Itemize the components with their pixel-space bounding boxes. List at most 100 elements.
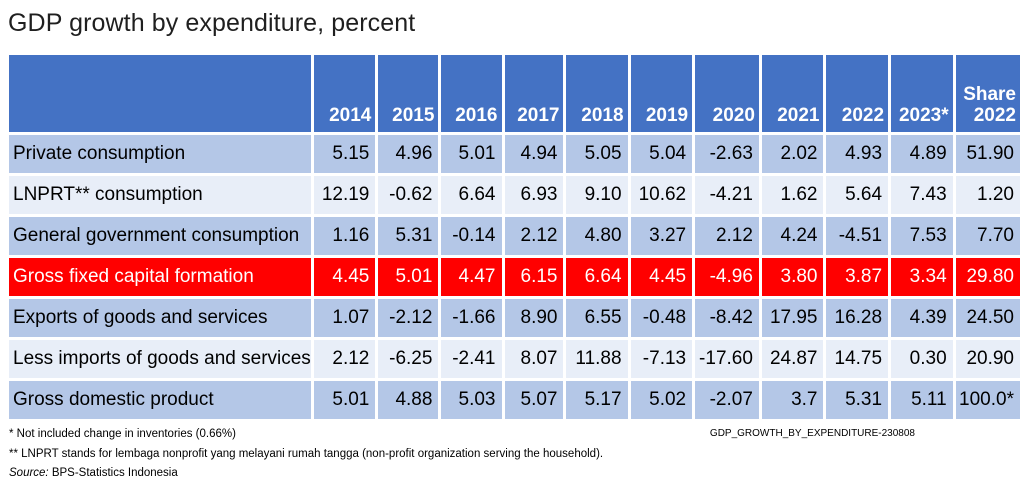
value-cell: 2.12 <box>695 217 759 255</box>
value-cell: 5.15 <box>313 135 376 173</box>
value-cell: -7.13 <box>630 340 693 378</box>
value-cell: 5.05 <box>566 135 628 173</box>
row-label: Exports of goods and services <box>9 299 311 337</box>
value-cell: 4.88 <box>378 381 439 419</box>
value-cell: -4.21 <box>695 176 759 214</box>
value-cell: -2.63 <box>695 135 759 173</box>
value-cell: -0.48 <box>630 299 693 337</box>
source-text: BPS-Statistics Indonesia <box>48 467 178 479</box>
year-header: 2021 <box>761 55 824 132</box>
year-header: 2017 <box>504 55 564 132</box>
value-cell: -2.12 <box>378 299 439 337</box>
value-cell: -17.60 <box>695 340 759 378</box>
chart-code: GDP_GROWTH_BY_EXPENDITURE-230808 <box>709 428 915 439</box>
row-label: Gross fixed capital formation <box>9 258 311 296</box>
value-cell: 4.24 <box>761 217 824 255</box>
value-cell: 4.96 <box>378 135 439 173</box>
value-cell: 11.88 <box>566 340 628 378</box>
source-note: Source: BPS-Statistics Indonesia <box>9 467 178 479</box>
value-cell: 5.04 <box>630 135 693 173</box>
row-label: LNPRT** consumption <box>9 176 311 214</box>
value-cell: 6.93 <box>504 176 564 214</box>
year-header: 2023* <box>891 55 953 132</box>
share-cell: 100.0* <box>955 381 1020 419</box>
value-cell: -0.14 <box>441 217 502 255</box>
value-cell: 4.80 <box>566 217 628 255</box>
value-cell: 6.15 <box>504 258 564 296</box>
gdp-table: 2014 2015 2016 2017 2018 2019 2020 2021 2022 2023… <box>6 52 1023 422</box>
share-cell: 24.50 <box>955 299 1020 337</box>
value-cell: 7.53 <box>891 217 953 255</box>
value-cell: 2.02 <box>761 135 824 173</box>
table-row: General government consumption 1.16 5.31 -0… <box>9 217 1020 255</box>
year-header: 2020 <box>695 55 759 132</box>
value-cell: 6.64 <box>566 258 628 296</box>
chart-title: GDP growth by expenditure, percent <box>8 9 416 37</box>
share-cell: 1.20 <box>955 176 1020 214</box>
year-header: 2015 <box>378 55 439 132</box>
value-cell: 24.87 <box>761 340 824 378</box>
table-row: Less imports of goods and services 2.12 -6… <box>9 340 1020 378</box>
value-cell: -4.51 <box>826 217 889 255</box>
share-cell: 20.90 <box>955 340 1020 378</box>
value-cell: 5.31 <box>826 381 889 419</box>
value-cell: 3.7 <box>761 381 824 419</box>
source-label: Source: <box>9 467 49 479</box>
table-row: Exports of goods and services 1.07 -2.12 -1… <box>9 299 1020 337</box>
value-cell: 10.62 <box>630 176 693 214</box>
value-cell: 8.90 <box>504 299 564 337</box>
value-cell: -2.41 <box>441 340 502 378</box>
value-cell: 6.64 <box>441 176 502 214</box>
share-cell: 51.90 <box>955 135 1020 173</box>
value-cell: 1.62 <box>761 176 824 214</box>
value-cell: 5.11 <box>891 381 953 419</box>
value-cell: 2.12 <box>313 340 376 378</box>
value-cell: -0.62 <box>378 176 439 214</box>
row-label: Gross domestic product <box>9 381 311 419</box>
table-body: Private consumption 5.15 4.96 5.01 4.94 5.05 5… <box>9 135 1020 419</box>
value-cell: 9.10 <box>566 176 628 214</box>
value-cell: 3.80 <box>761 258 824 296</box>
year-header: 2019 <box>630 55 693 132</box>
value-cell: -8.42 <box>695 299 759 337</box>
value-cell: 16.28 <box>826 299 889 337</box>
year-header: 2022 <box>826 55 889 132</box>
value-cell: -6.25 <box>378 340 439 378</box>
value-cell: 8.07 <box>504 340 564 378</box>
table-row: Private consumption 5.15 4.96 5.01 4.94 5.05 5… <box>9 135 1020 173</box>
value-cell: 5.01 <box>441 135 502 173</box>
value-cell: 2.12 <box>504 217 564 255</box>
row-label: Private consumption <box>9 135 311 173</box>
table-row: LNPRT** consumption 12.19 -0.62 6.64 6.93 9.1… <box>9 176 1020 214</box>
footnote-inventories: * Not included change in inventories (0.… <box>9 428 236 440</box>
footnote-lnprt: ** LNPRT stands for lembaga nonprofit ya… <box>9 448 604 460</box>
value-cell: 5.31 <box>378 217 439 255</box>
value-cell: 3.34 <box>891 258 953 296</box>
value-cell: 5.02 <box>630 381 693 419</box>
value-cell: -1.66 <box>441 299 502 337</box>
value-cell: 4.47 <box>441 258 502 296</box>
share-cell: 29.80 <box>955 258 1020 296</box>
year-header: 2014 <box>313 55 376 132</box>
value-cell: 5.03 <box>441 381 502 419</box>
value-cell: 4.93 <box>826 135 889 173</box>
value-cell: 5.17 <box>566 381 628 419</box>
value-cell: 3.27 <box>630 217 693 255</box>
value-cell: 12.19 <box>313 176 376 214</box>
value-cell: 1.16 <box>313 217 376 255</box>
value-cell: 7.43 <box>891 176 953 214</box>
value-cell: 4.94 <box>504 135 564 173</box>
header-row: 2014 2015 2016 2017 2018 2019 2020 2021 2022 2023… <box>9 55 1020 132</box>
value-cell: -2.07 <box>695 381 759 419</box>
year-header: 2016 <box>441 55 502 132</box>
year-header: 2018 <box>566 55 628 132</box>
row-label: General government consumption <box>9 217 311 255</box>
table-row: Gross domestic product 5.01 4.88 5.03 5.07 5.… <box>9 381 1020 419</box>
value-cell: 17.95 <box>761 299 824 337</box>
value-cell: 5.01 <box>313 381 376 419</box>
value-cell: 3.87 <box>826 258 889 296</box>
value-cell: 14.75 <box>826 340 889 378</box>
value-cell: 5.01 <box>378 258 439 296</box>
share-header-line: 2022 <box>973 105 1016 126</box>
value-cell: 5.64 <box>826 176 889 214</box>
